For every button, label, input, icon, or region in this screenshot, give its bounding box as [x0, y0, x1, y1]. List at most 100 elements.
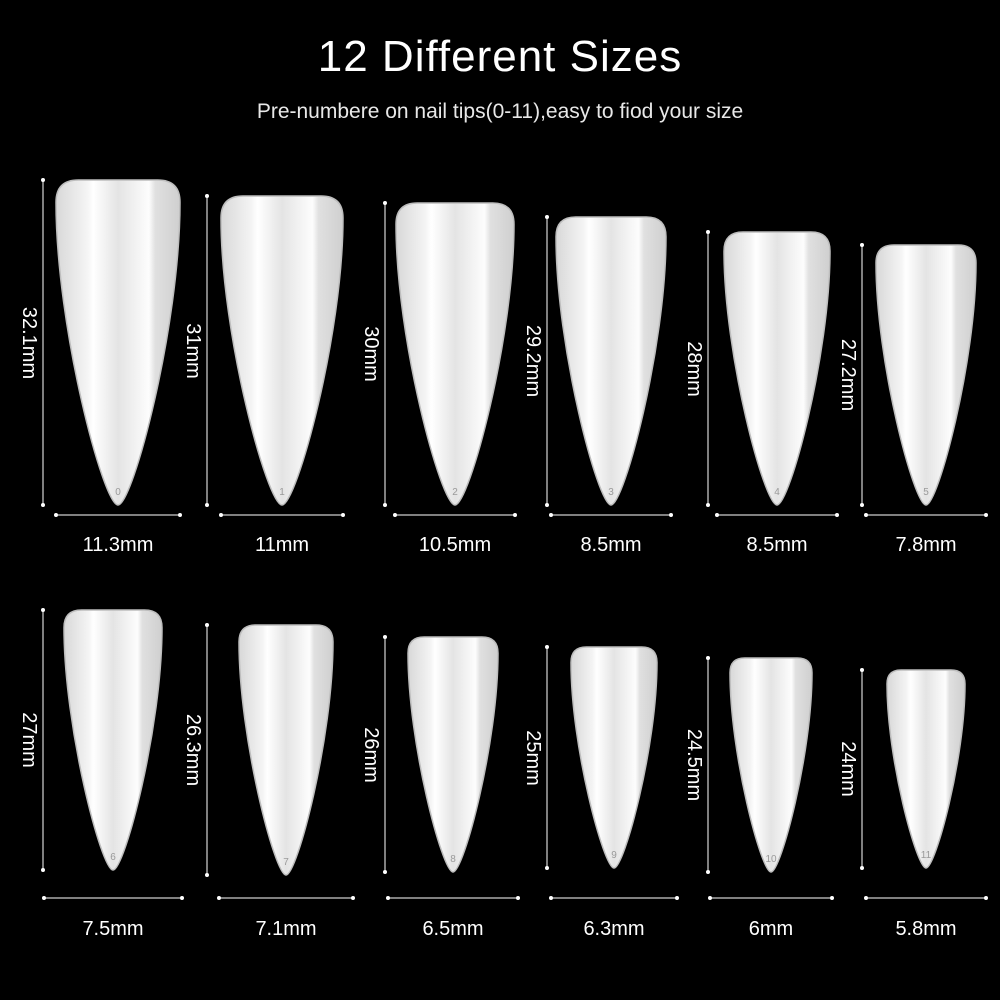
nail-tip	[407, 636, 499, 873]
length-line-end	[545, 866, 549, 870]
nail-number: 2	[452, 487, 458, 498]
length-line-end	[205, 623, 209, 627]
length-line-end	[860, 668, 864, 672]
length-line-end	[860, 503, 864, 507]
length-label: 30mm	[360, 326, 382, 382]
length-label: 28mm	[683, 340, 705, 397]
width-line-end	[217, 896, 221, 900]
length-line-end	[383, 635, 387, 639]
nail-number: 11	[921, 850, 932, 861]
length-label: 32.1mm	[18, 306, 40, 379]
width-line-end	[516, 896, 520, 900]
width-label: 6.3mm	[583, 918, 645, 940]
nail-tip	[220, 195, 344, 506]
nail-number: 0	[115, 487, 121, 498]
width-line-end	[54, 513, 58, 517]
length-line-end	[860, 866, 864, 870]
width-label: 7.1mm	[255, 918, 317, 940]
length-label: 25mm	[522, 729, 544, 786]
width-line-end	[675, 896, 679, 900]
length-line-end	[41, 608, 45, 612]
nail-tip	[729, 657, 813, 873]
width-label: 6mm	[748, 918, 794, 940]
length-line-end	[545, 645, 549, 649]
length-line-end	[706, 656, 710, 660]
length-line-end	[205, 873, 209, 877]
width-label: 8.5mm	[580, 534, 642, 556]
length-label: 24.5mm	[683, 728, 705, 802]
nail-number: 10	[765, 854, 777, 865]
nail-tip	[570, 646, 658, 869]
width-label: 10.5mm	[418, 534, 492, 556]
width-line-end	[669, 513, 673, 517]
length-line-end	[545, 503, 549, 507]
width-line-end	[180, 896, 184, 900]
nail-number: 5	[923, 487, 929, 498]
length-label: 27mm	[18, 712, 40, 768]
width-line-end	[715, 513, 719, 517]
width-line-end	[393, 513, 397, 517]
width-line-end	[549, 513, 553, 517]
nail-tip	[875, 244, 977, 506]
subtitle: Pre-numbere on nail tips(0-11),easy to f…	[256, 100, 744, 123]
width-label: 7.5mm	[82, 918, 144, 940]
length-line-end	[383, 201, 387, 205]
width-label: 11mm	[254, 534, 310, 556]
nail-number: 1	[279, 487, 285, 498]
width-label: 6.5mm	[422, 918, 484, 940]
length-line-end	[706, 230, 710, 234]
width-line-end	[386, 896, 390, 900]
length-line-end	[205, 194, 209, 198]
length-label: 29.2mm	[522, 324, 544, 398]
length-line-end	[706, 503, 710, 507]
width-line-end	[864, 896, 868, 900]
nail-number: 3	[608, 487, 614, 498]
width-line-end	[549, 896, 553, 900]
width-line-end	[351, 896, 355, 900]
length-line-end	[41, 178, 45, 182]
width-line-end	[513, 513, 517, 517]
length-line-end	[383, 503, 387, 507]
length-label: 26.3mm	[182, 713, 204, 787]
width-line-end	[984, 513, 988, 517]
width-label: 5.8mm	[895, 918, 957, 940]
width-line-end	[178, 513, 182, 517]
nail-tip	[55, 179, 181, 506]
length-line-end	[860, 243, 864, 247]
length-line-end	[383, 870, 387, 874]
nail-tip	[723, 231, 831, 506]
length-label: 26mm	[360, 726, 382, 783]
length-line-end	[205, 503, 209, 507]
width-line-end	[42, 896, 46, 900]
nail-number: 7	[283, 857, 289, 868]
title: 12 Different Sizes	[317, 32, 683, 81]
width-label: 8.5mm	[746, 534, 808, 556]
width-line-end	[708, 896, 712, 900]
nail-number: 6	[110, 852, 116, 863]
width-label: 7.8mm	[895, 534, 957, 556]
width-line-end	[219, 513, 223, 517]
nail-tip	[886, 669, 966, 869]
length-line-end	[41, 503, 45, 507]
nail-number: 9	[611, 850, 617, 861]
nail-tip	[395, 202, 515, 506]
length-label: 27.2mm	[837, 338, 859, 412]
width-line-end	[984, 896, 988, 900]
nail-tip	[63, 609, 163, 871]
nail-tip	[555, 216, 667, 506]
width-label: 11.3mm	[82, 534, 154, 556]
nail-number: 8	[450, 854, 456, 865]
nail-number: 4	[774, 487, 780, 498]
length-line-end	[706, 870, 710, 874]
length-label: 24mm	[837, 741, 859, 797]
length-line-end	[545, 215, 549, 219]
nail-tip	[238, 624, 334, 876]
length-label: 31mm	[182, 322, 204, 379]
width-line-end	[835, 513, 839, 517]
width-line-end	[341, 513, 345, 517]
width-line-end	[830, 896, 834, 900]
length-line-end	[41, 868, 45, 872]
width-line-end	[864, 513, 868, 517]
